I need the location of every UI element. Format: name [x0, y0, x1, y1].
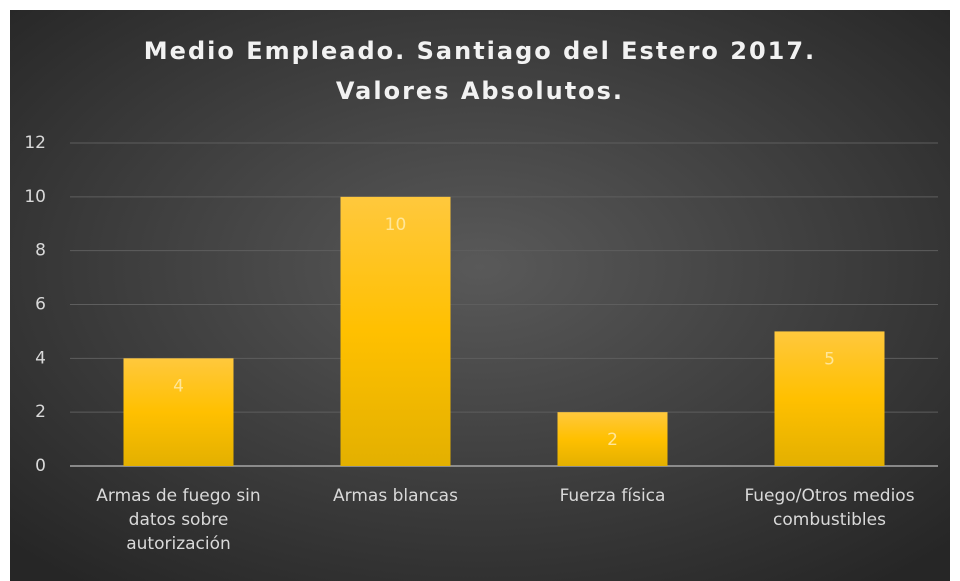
- chart-background: [10, 10, 950, 581]
- chart-title: Valores Absolutos.: [336, 77, 624, 105]
- bar: [340, 196, 451, 467]
- x-tick-label: Fuego/Otros medios combustibles: [744, 486, 915, 530]
- data-label: 10: [385, 215, 407, 235]
- y-tick-label: 0: [35, 456, 46, 476]
- data-label: 5: [824, 349, 835, 369]
- y-tick-label: 10: [24, 187, 46, 207]
- data-label: 2: [607, 430, 618, 450]
- y-tick-label: 2: [35, 402, 46, 422]
- y-tick-label: 8: [35, 241, 46, 261]
- x-tick-label: Armas de fuego sin datos sobre autorizac…: [96, 486, 261, 554]
- x-tick-label: Fuerza física: [559, 486, 666, 506]
- bar: [557, 412, 668, 466]
- y-tick-label: 12: [24, 133, 46, 153]
- bar: [123, 358, 234, 466]
- y-tick-label: 6: [35, 295, 46, 315]
- chart-title: Medio Empleado. Santiago del Estero 2017…: [144, 37, 816, 65]
- x-tick-label: Armas blancas: [333, 486, 458, 506]
- y-tick-label: 4: [35, 348, 46, 368]
- bar: [774, 331, 885, 466]
- data-label: 4: [173, 376, 184, 396]
